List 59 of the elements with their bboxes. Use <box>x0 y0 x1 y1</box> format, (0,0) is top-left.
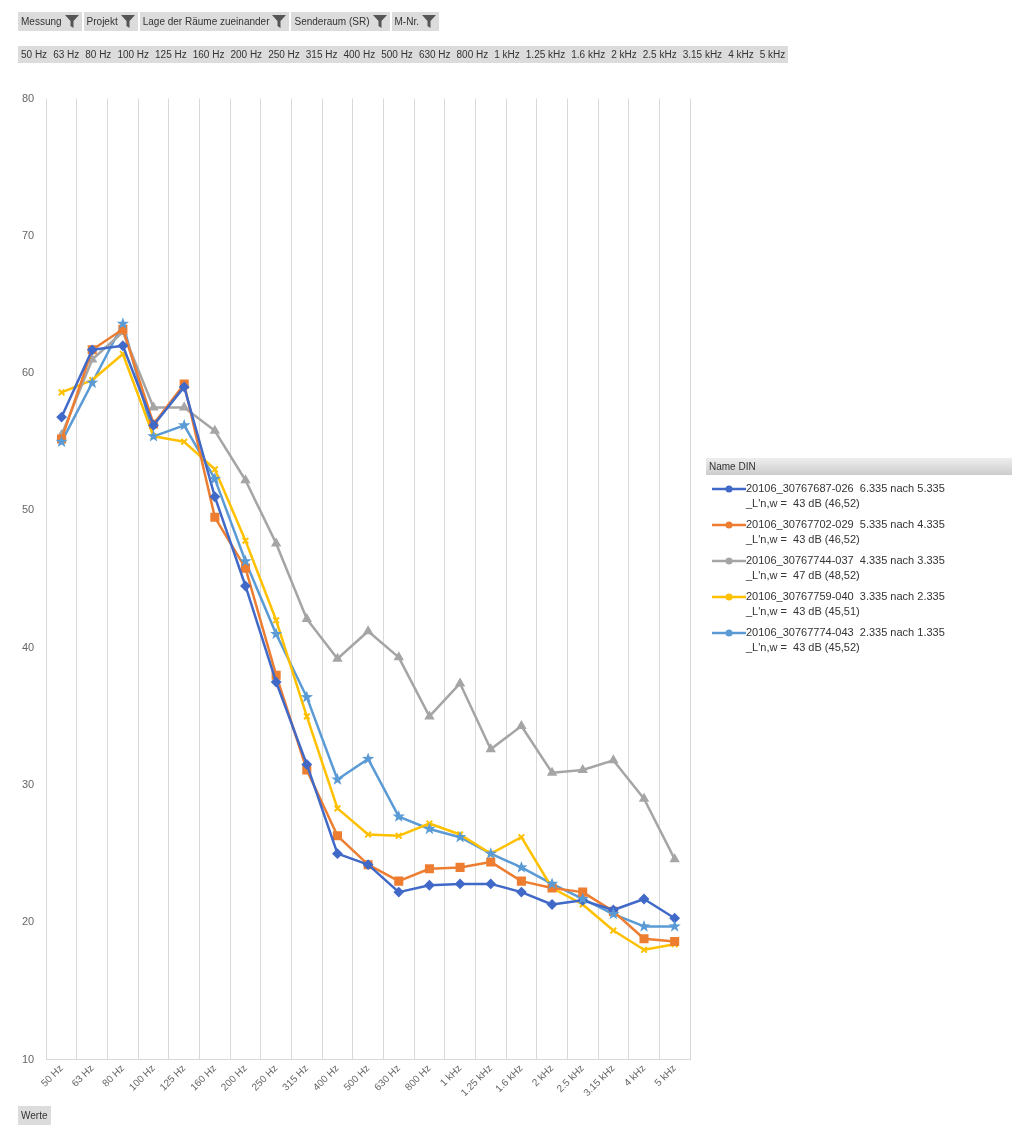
category-label: 1 kHz <box>494 49 520 60</box>
y-tick-label: 60 <box>21 366 35 379</box>
x-tick-label: 50 Hz <box>38 1062 65 1089</box>
x-tick-label: 100 Hz <box>126 1062 157 1093</box>
text: Projekt <box>86 16 118 27</box>
text: Werte <box>18 1106 51 1125</box>
category-label: 315 Hz <box>305 49 338 60</box>
category-label: 500 Hz <box>381 49 413 60</box>
legend-title: Name DIN <box>706 458 1012 475</box>
category-label: 2 kHz <box>611 49 637 60</box>
category-label: 50 Hz <box>21 49 48 60</box>
y-tick-label: 80 <box>21 91 35 104</box>
y-tick-label: 10 <box>21 1052 35 1065</box>
category-label: 1.25 kHz <box>525 49 566 60</box>
category-label: 160 Hz <box>192 49 225 60</box>
x-tick-label: 5 kHz <box>652 1062 679 1089</box>
category-label: 800 Hz <box>456 49 489 60</box>
text: Senderaum (SR) <box>294 16 370 27</box>
legend-label: 20106_30767759-040 3.335 nach 2.335 _L'n,w = 43 dB (45,51) <box>746 589 946 619</box>
y-tick-label: 50 <box>21 503 35 516</box>
x-tick-label: 800 Hz <box>402 1062 433 1093</box>
category-label: 1.6 kHz <box>571 49 606 60</box>
x-tick-label: 125 Hz <box>157 1062 188 1093</box>
x-tick-label: 200 Hz <box>218 1062 249 1093</box>
category-label: 630 Hz <box>418 49 451 60</box>
category-label: 63 Hz <box>53 49 80 60</box>
x-tick-label: 630 Hz <box>371 1062 403 1093</box>
x-tick-label: 4 kHz <box>621 1062 648 1089</box>
category-label: 4 kHz <box>728 49 754 60</box>
category-label: 125 Hz <box>155 49 187 60</box>
x-tick-label: 315 Hz <box>279 1062 311 1093</box>
category-label: 100 Hz <box>117 49 150 60</box>
y-tick-label: 30 <box>21 778 35 791</box>
x-tick-label: 63 Hz <box>69 1062 96 1089</box>
legend-label: 20106_30767744-037 4.335 nach 3.335 _L'n,w = 47 dB (48,52) <box>746 553 946 583</box>
x-tick-label: 2 kHz <box>529 1062 556 1089</box>
legend-label: 20106_30767702-029 5.335 nach 4.335 _L'n,w = 43 dB (46,52) <box>746 517 946 547</box>
legend-label: 20106_30767774-043 2.335 nach 1.335 _L'n,w = 43 dB (45,52) <box>746 625 946 655</box>
category-label: 5 kHz <box>759 49 786 60</box>
y-tick-label: 70 <box>21 228 35 241</box>
y-tick-label: 20 <box>21 915 35 928</box>
x-tick-label: 250 Hz <box>249 1062 280 1093</box>
category-label: 80 Hz <box>85 49 112 60</box>
category-label: 2.5 kHz <box>642 49 677 60</box>
legend-label: 20106_30767687-026 6.335 nach 5.335 _L'n,w = 43 dB (46,52) <box>746 481 946 511</box>
category-label: 3.15 kHz <box>682 49 723 60</box>
category-label: 250 Hz <box>268 49 300 60</box>
x-tick-label: 400 Hz <box>310 1062 341 1093</box>
text: Messung <box>21 16 62 27</box>
y-tick-label: 40 <box>21 640 35 653</box>
x-tick-label: 1 kHz <box>437 1062 464 1089</box>
category-label: 400 Hz <box>343 49 376 60</box>
category-label: 200 Hz <box>230 49 263 60</box>
x-tick-label: 160 Hz <box>188 1062 219 1093</box>
text: M-Nr. <box>394 16 419 27</box>
text: Lage der Räume zueinander <box>142 16 270 27</box>
x-tick-label: 80 Hz <box>99 1062 127 1089</box>
x-tick-label: 1.6 kHz <box>493 1062 525 1095</box>
x-tick-label: 500 Hz <box>341 1062 372 1093</box>
